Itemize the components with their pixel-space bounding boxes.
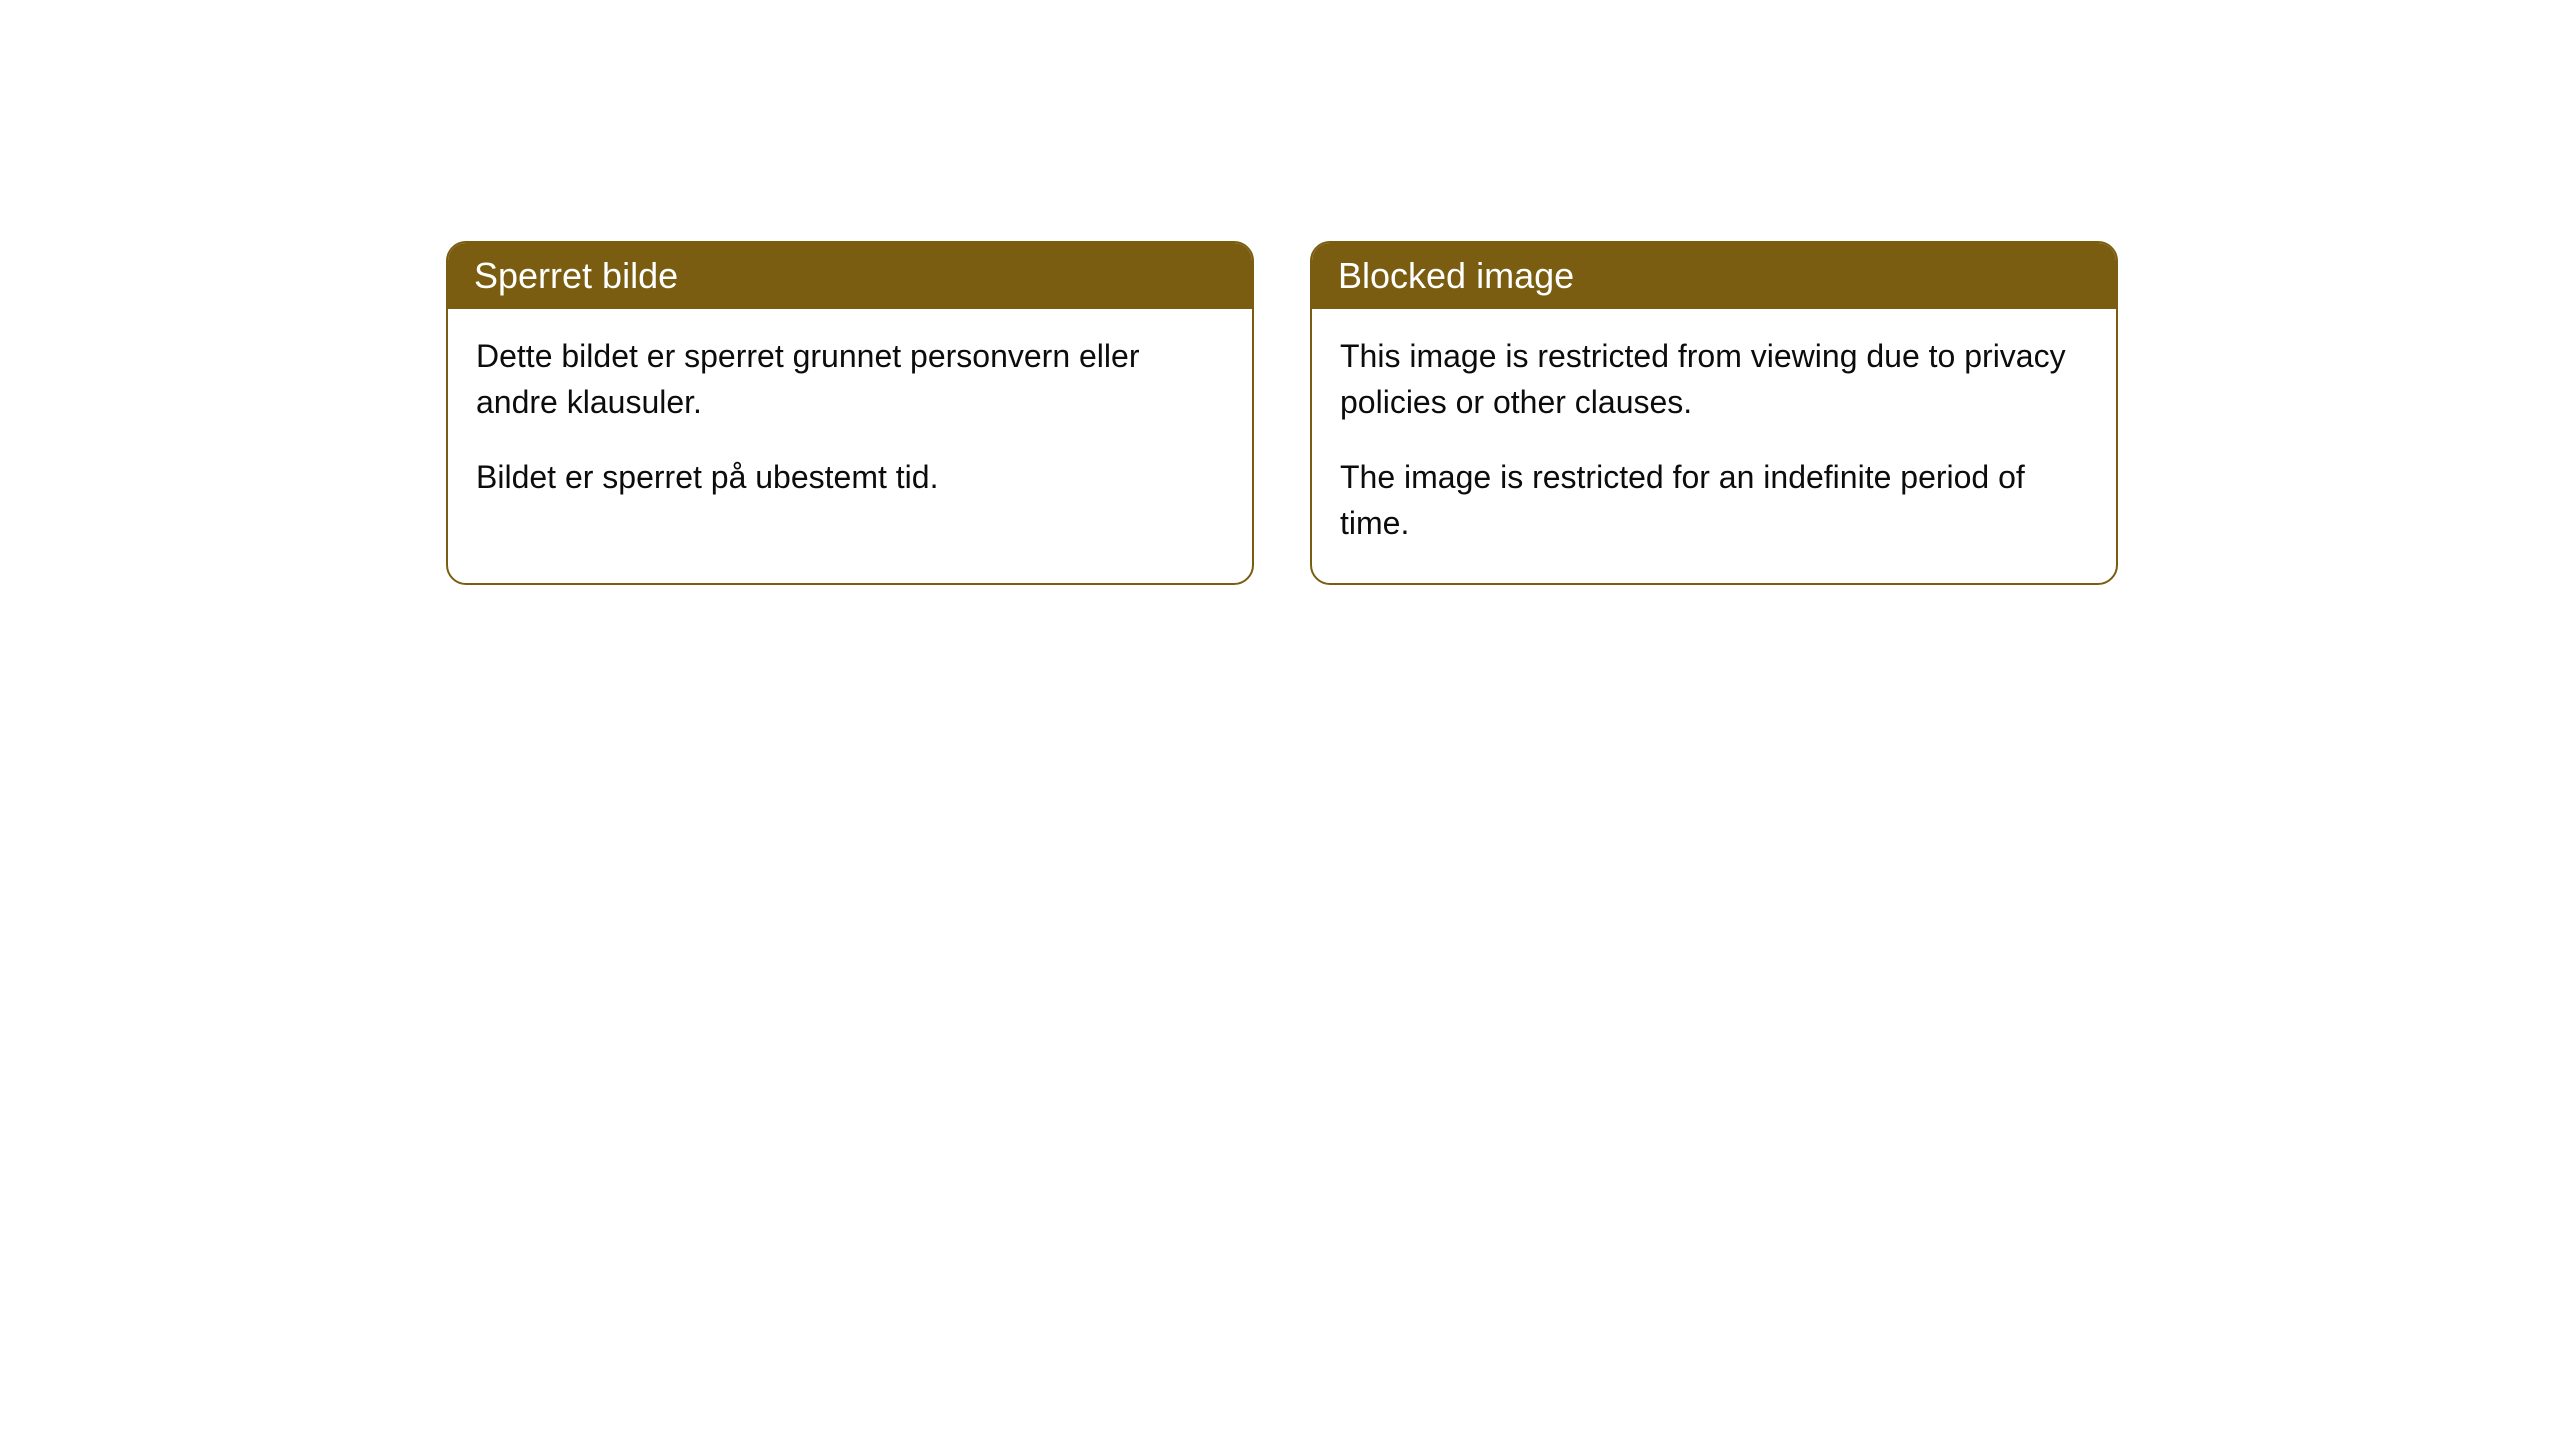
notice-paragraph: This image is restricted from viewing du… [1340, 333, 2088, 426]
notice-body: This image is restricted from viewing du… [1312, 309, 2116, 583]
notice-container: Sperret bilde Dette bildet er sperret gr… [446, 241, 2118, 585]
notice-card-english: Blocked image This image is restricted f… [1310, 241, 2118, 585]
notice-card-norwegian: Sperret bilde Dette bildet er sperret gr… [446, 241, 1254, 585]
notice-header: Blocked image [1312, 243, 2116, 309]
notice-title: Blocked image [1338, 255, 1574, 296]
notice-title: Sperret bilde [474, 255, 678, 296]
notice-body: Dette bildet er sperret grunnet personve… [448, 309, 1252, 536]
notice-paragraph: The image is restricted for an indefinit… [1340, 454, 2088, 547]
notice-paragraph: Dette bildet er sperret grunnet personve… [476, 333, 1224, 426]
notice-paragraph: Bildet er sperret på ubestemt tid. [476, 454, 1224, 500]
notice-header: Sperret bilde [448, 243, 1252, 309]
